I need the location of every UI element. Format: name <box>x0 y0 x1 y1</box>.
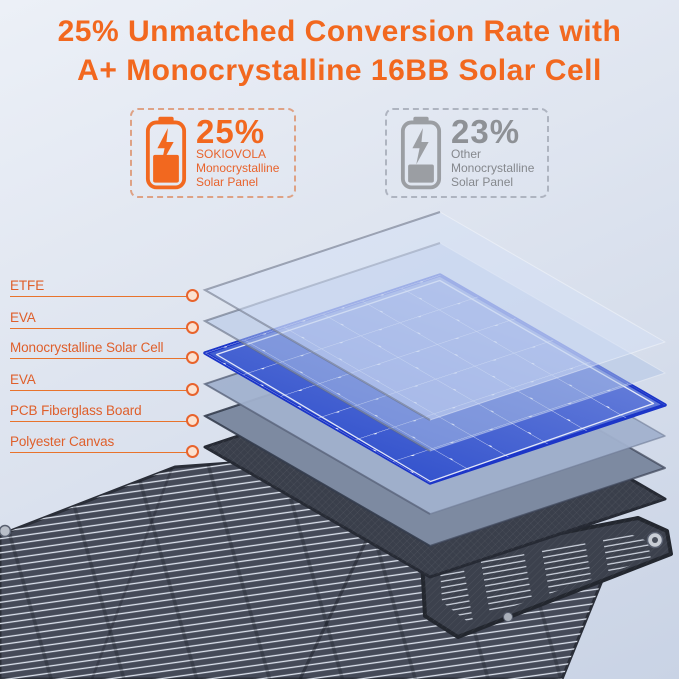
comparison-box-other: 23% Other Monocrystalline Solar Panel <box>385 108 549 198</box>
title-line-2: A+ Monocrystalline 16BB Solar Cell <box>77 54 602 87</box>
layer-label-pcb: PCB Fiberglass Board <box>10 402 199 427</box>
lightning-bolt-icon <box>412 128 429 165</box>
panel-fold-seam <box>90 467 174 679</box>
battery-low-icon <box>400 116 442 190</box>
leader-dot <box>185 383 199 396</box>
other-line1: Other <box>451 147 482 161</box>
other-line3: Solar Panel <box>451 175 514 189</box>
layer-label-eva-1: EVA <box>10 309 199 334</box>
title-line-1: 25% Unmatched Conversion Rate with <box>57 15 622 48</box>
layer-label-text: EVA <box>10 372 36 387</box>
comparison-box-brand: 25% SOKIOVOLA Monocrystalline Solar Pane… <box>130 108 296 198</box>
leader-dot <box>185 289 199 302</box>
layer-label-eva-2: EVA <box>10 371 199 396</box>
snap-button <box>503 612 513 622</box>
sheet-etfe <box>202 211 666 421</box>
brand-percent: 25% <box>196 113 266 150</box>
brand-line2: Monocrystalline <box>196 161 280 175</box>
leader-dot <box>185 414 199 427</box>
layer-label-text: Monocrystalline Solar Cell <box>10 340 164 355</box>
solar-panel-right-flap <box>420 516 673 639</box>
brand-line3: Solar Panel <box>196 175 259 189</box>
lightning-bolt-icon <box>157 128 174 165</box>
layer-label-canvas: Polyester Canvas <box>10 433 199 458</box>
leader-dot <box>185 445 199 458</box>
leader-dot <box>185 351 199 364</box>
layer-label-text: PCB Fiberglass Board <box>10 403 142 418</box>
battery-high-icon <box>145 116 187 190</box>
layer-label-text: ETFE <box>10 278 45 293</box>
other-percent: 23% <box>451 113 521 150</box>
layer-label-solar-cell: Monocrystalline Solar Cell <box>10 339 199 364</box>
layer-label-text: Polyester Canvas <box>10 434 115 449</box>
brand-name: SOKIOVOLA <box>196 147 267 161</box>
grommet <box>0 524 12 538</box>
page-title: 25% Unmatched Conversion Rate with A+ Mo… <box>0 12 679 90</box>
layer-label-text: EVA <box>10 310 36 325</box>
grommet-hole <box>652 537 658 543</box>
layer-label-etfe: ETFE <box>10 277 199 302</box>
leader-dot <box>185 321 199 334</box>
other-line2: Monocrystalline <box>451 161 535 175</box>
